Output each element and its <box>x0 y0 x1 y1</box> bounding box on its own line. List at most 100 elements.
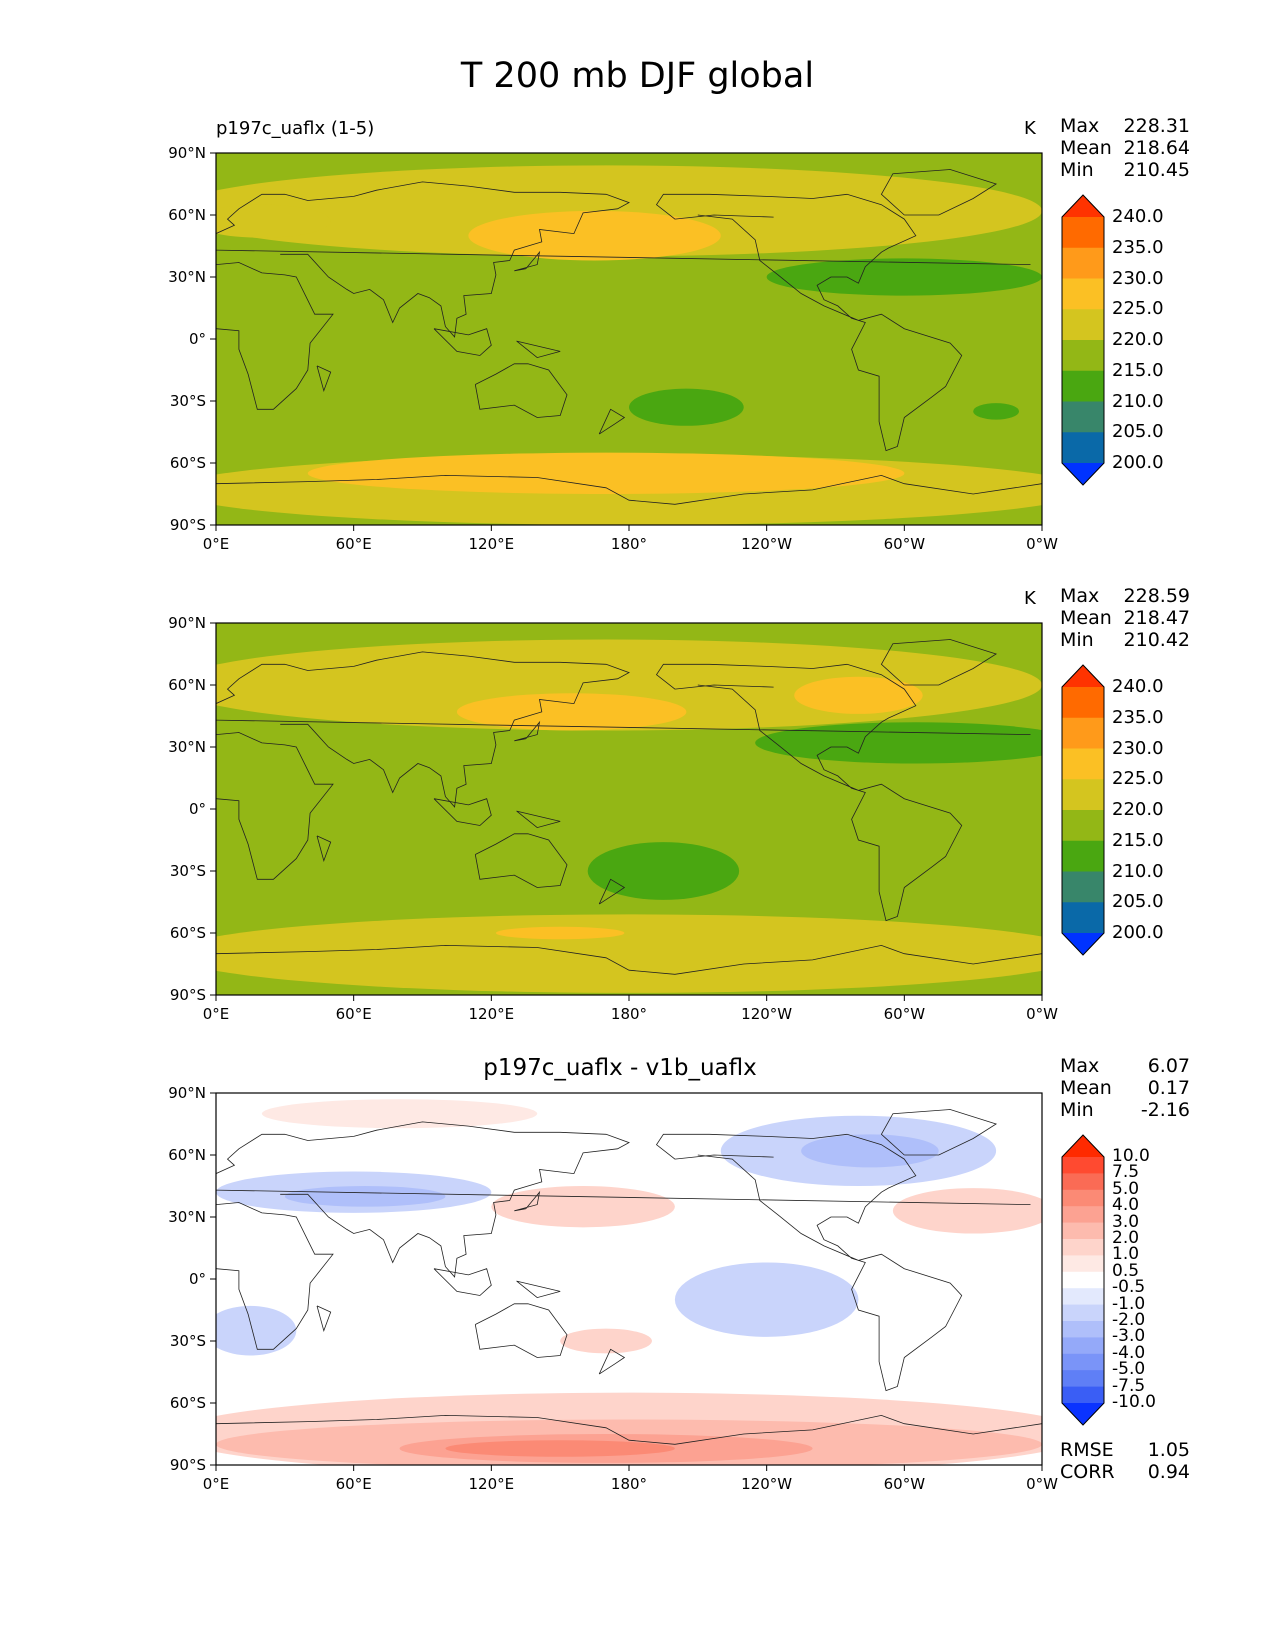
lat-tick-label: 60°S <box>169 454 206 472</box>
coastline <box>216 651 630 808</box>
colorbar-segment <box>1062 1206 1104 1224</box>
colorbar-segment <box>1062 1271 1104 1289</box>
colorbar-segment <box>1062 840 1104 872</box>
stats-box: Max 228.31 Mean 218.64 Min 210.45 <box>1060 115 1190 181</box>
lat-tick-label: 0° <box>188 800 206 818</box>
colorbar-tick-label: 230.0 <box>1112 267 1164 289</box>
colorbar-segment <box>1062 1304 1104 1322</box>
field-contour <box>801 1134 939 1168</box>
colorbar-segment <box>1062 1173 1104 1191</box>
lat-tick-label: 90°N <box>168 614 206 632</box>
colorbar-segment <box>1062 247 1104 279</box>
lon-tick-label: 60°E <box>335 1005 372 1023</box>
coastline <box>514 720 541 742</box>
colorbar-tick-label: 240.0 <box>1112 676 1164 697</box>
lat-tick-label: 60°S <box>169 924 206 942</box>
coastline <box>880 639 998 686</box>
lat-tick-label: 90°S <box>169 516 206 534</box>
coastline <box>433 798 492 826</box>
colorbar-outline <box>1061 194 1105 486</box>
lat-tick-label: 90°S <box>169 1456 206 1474</box>
coastline <box>216 1202 334 1350</box>
colorbar-segment <box>1062 1222 1104 1240</box>
coastline <box>316 1305 332 1333</box>
field-contour <box>755 722 1042 764</box>
colorbar-tick-label: 205.0 <box>1112 421 1164 443</box>
colorbar-tick-label: -2.0 <box>1112 1310 1146 1330</box>
field-contour <box>445 1440 675 1457</box>
colorbar-tick-label: 200.0 <box>1112 922 1164 943</box>
coastline <box>474 1303 568 1358</box>
colorbar-segment <box>1062 370 1104 402</box>
coastline <box>216 1121 630 1278</box>
colorbar-segment <box>1062 1157 1104 1174</box>
map-plot <box>210 1092 1105 1471</box>
lat-tick-label: 30°S <box>169 1332 206 1350</box>
lat-tick-label: 30°N <box>168 1208 206 1226</box>
colorbar-extend-bottom <box>1062 463 1104 485</box>
field-contour <box>674 1262 859 1337</box>
lat-tick-label: 30°N <box>168 268 206 286</box>
field-contour <box>973 403 1020 420</box>
panel-title: p197c_uaflx (1-5) <box>216 118 375 139</box>
field-contour <box>468 210 721 261</box>
lon-tick-label: 60°W <box>883 1475 926 1493</box>
lon-tick-label: 0°W <box>1026 1475 1058 1493</box>
colorbar-segment <box>1062 1337 1104 1355</box>
colorbar-tick-label: -5.0 <box>1112 1359 1146 1380</box>
colorbar-outline <box>1061 664 1105 956</box>
lon-tick-label: 60°E <box>335 1475 372 1493</box>
coastline <box>880 1109 998 1156</box>
lon-tick-label: 60°W <box>883 1005 926 1023</box>
map-plot <box>210 622 1105 1001</box>
colorbar-tick-label: 225.0 <box>1112 298 1164 320</box>
colorbar-tick-label: 210.0 <box>1112 390 1164 412</box>
coastline <box>655 663 963 922</box>
lon-tick-label: 0°E <box>202 535 230 553</box>
coastline <box>216 1414 1042 1445</box>
coastline <box>516 1280 561 1299</box>
field-contour <box>560 1328 652 1354</box>
colorbar-tick-label: -3.0 <box>1112 1326 1146 1347</box>
colorbar-outline <box>1061 1134 1105 1426</box>
lat-tick-label: 60°S <box>169 1394 206 1412</box>
field-contour <box>794 676 923 714</box>
coastline <box>216 1189 1031 1205</box>
lon-tick-label: 0°E <box>202 1005 230 1023</box>
colorbar-tick-label: 235.0 <box>1112 236 1164 258</box>
map-panel-2: K Max 228.59 Mean 218.47 Min 210.42 90°N 60°… <box>0 585 1275 1025</box>
colorbar-tick-label: -10.0 <box>1112 1392 1156 1412</box>
lon-tick-label: 120°W <box>741 535 793 553</box>
colorbar-segment <box>1062 810 1104 842</box>
lon-tick-label: 120°W <box>741 1005 793 1023</box>
units-label: K <box>1024 118 1036 139</box>
lon-tick-label: 0°E <box>202 1475 230 1493</box>
coastline <box>516 810 561 829</box>
coastline <box>598 1348 626 1375</box>
field-contour <box>284 1186 446 1207</box>
colorbar-tick-label: 5.0 <box>1112 1178 1140 1199</box>
colorbar-segment <box>1062 1353 1104 1371</box>
colorbar-segment <box>1062 1239 1104 1256</box>
colorbar-segment <box>1062 1386 1104 1404</box>
coastline <box>598 878 626 905</box>
coastline <box>316 835 332 863</box>
lon-tick-label: 120°W <box>741 1475 793 1493</box>
colorbar-segment <box>1062 687 1104 719</box>
colorbar-tick-label: 4.0 <box>1112 1195 1140 1216</box>
colorbar-segment <box>1062 871 1104 903</box>
colorbar-extend-bottom <box>1062 933 1104 955</box>
coastline <box>514 1190 541 1212</box>
colorbar-segment <box>1062 1321 1104 1338</box>
colorbar-tick-label: -7.5 <box>1112 1375 1146 1396</box>
coastline <box>216 474 1042 505</box>
map-panel-3: p197c_uaflx - v1b_uaflx Max 6.07 Mean 0.17… <box>0 1055 1275 1495</box>
map-panel-1: p197c_uaflx (1-5) K Max 228.31 Mean 218.64… <box>0 115 1275 555</box>
colorbar-segment <box>1062 779 1104 811</box>
lon-tick-label: 180° <box>610 1475 648 1493</box>
colorbar-tick-label: 215.0 <box>1112 359 1164 381</box>
colorbar-tick-label: 1.0 <box>1112 1244 1140 1265</box>
lat-tick-label: 60°N <box>168 676 206 694</box>
field-contour <box>587 842 740 900</box>
field-contour <box>216 1305 297 1356</box>
